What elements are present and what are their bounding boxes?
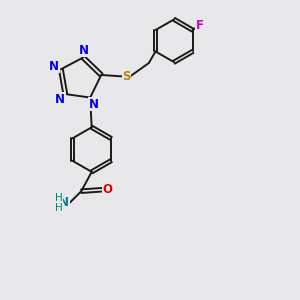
Text: S: S	[122, 70, 131, 83]
Text: N: N	[59, 196, 69, 209]
Text: N: N	[79, 44, 89, 57]
Text: H: H	[55, 202, 62, 212]
Text: N: N	[55, 93, 65, 106]
Text: O: O	[102, 183, 112, 196]
Text: N: N	[89, 98, 99, 111]
Text: F: F	[196, 20, 204, 32]
Text: N: N	[49, 59, 59, 73]
Text: H: H	[55, 193, 62, 203]
